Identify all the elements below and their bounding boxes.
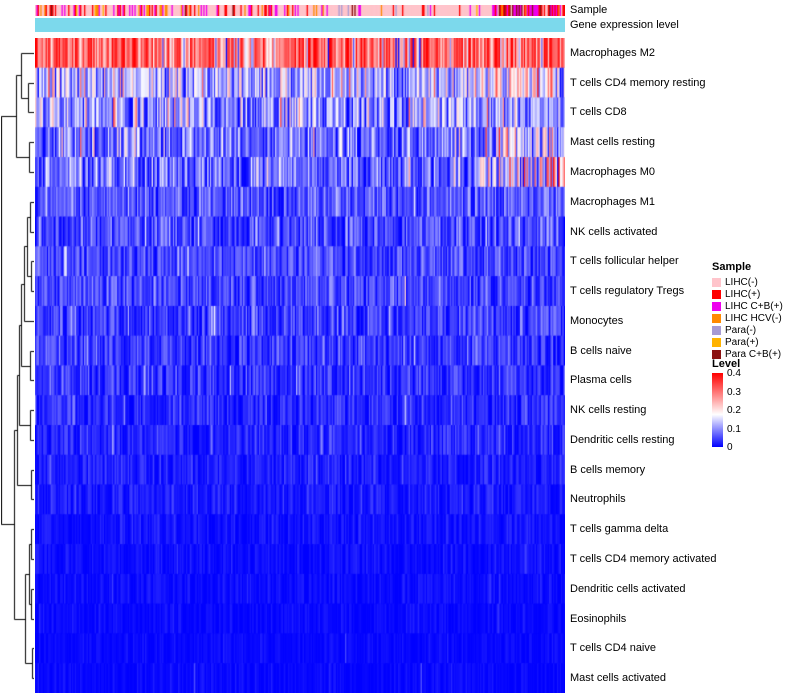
level-legend-bar-area: 0.4 0.3 0.2 0.1 0 [712,369,762,453]
legend-entry: LIHC(-) [712,276,783,288]
level-tick-label: 0.3 [727,386,741,398]
row-label: NK cells activated [570,225,658,238]
row-label: NK cells resting [570,404,647,417]
legend-swatch-icon [712,289,721,299]
legend-entry-label: LIHC(+) [725,288,761,300]
sample-annotation-label: Sample [570,4,608,16]
legend-swatch-icon [712,337,721,347]
level-legend: Level 0.4 0.3 0.2 0.1 0 [712,358,762,453]
row-label: Macrophages M0 [570,165,655,178]
level-tick-label: 0 [727,442,733,453]
legend-swatch-icon [712,277,721,287]
row-label: Dendritic cells resting [570,433,675,446]
row-label: Macrophages M1 [570,195,655,208]
row-label: Plasma cells [570,374,632,387]
legend-entry-label: LIHC(-) [725,276,758,288]
legend-swatch-icon [712,349,721,359]
row-label: Macrophages M2 [570,46,655,59]
row-dendrogram [1,38,34,693]
legend-entry-label: LIHC C+B(+) [725,300,783,312]
level-gradient-bar [712,373,723,447]
row-label: T cells regulatory Tregs [570,285,685,298]
row-label: T cells CD4 memory activated [570,553,717,566]
row-label: Monocytes [570,314,624,327]
level-tick-label: 0.4 [727,368,741,379]
level-tick-label: 0.2 [727,405,741,416]
legend-entry: Para C+B(+) [712,348,783,360]
row-label: B cells naive [570,344,632,357]
legend-entry: LIHC HCV(-) [712,312,783,324]
row-label: Mast cells activated [570,672,666,685]
legend-entry-label: LIHC HCV(-) [725,312,782,324]
gene-expression-annotation-bar [35,18,565,32]
legend-entry: Para(+) [712,336,783,348]
gene-annotation-label: Gene expression level [570,19,679,31]
row-label: Neutrophils [570,493,626,506]
legend-entry: LIHC C+B(+) [712,300,783,312]
sample-legend-title: Sample [712,261,752,273]
sample-legend-entries: LIHC(-) LIHC(+) LIHC C+B(+) LIHC HCV(-) Para… [712,276,783,360]
legend-swatch-icon [712,313,721,323]
row-label: B cells memory [570,463,646,476]
legend-swatch-icon [712,301,721,311]
sample-legend: Sample LIHC(-) LIHC(+) LIHC C+B(+) LIHC HCV… [712,261,783,360]
row-label: T cells CD4 naive [570,642,656,655]
row-label: T cells CD8 [570,106,627,119]
level-tick-label: 0.1 [727,423,741,435]
legend-swatch-icon [712,325,721,335]
legend-entry-label: Para(-) [725,324,757,336]
row-label: Eosinophils [570,612,627,625]
row-label: Dendritic cells activated [570,582,686,595]
legend-entry-label: Para(+) [725,336,759,348]
legend-entry-label: Para C+B(+) [725,348,782,360]
row-label: T cells CD4 memory resting [570,76,706,89]
heatmap-canvas [35,38,565,693]
legend-entry: Para(-) [712,324,783,336]
legend-entry: LIHC(+) [712,288,783,300]
row-label: Mast cells resting [570,136,655,149]
level-legend-title: Level [712,358,741,370]
sample-annotation-bar [35,5,565,16]
row-label: T cells gamma delta [570,523,669,536]
row-label: T cells follicular helper [570,255,679,268]
